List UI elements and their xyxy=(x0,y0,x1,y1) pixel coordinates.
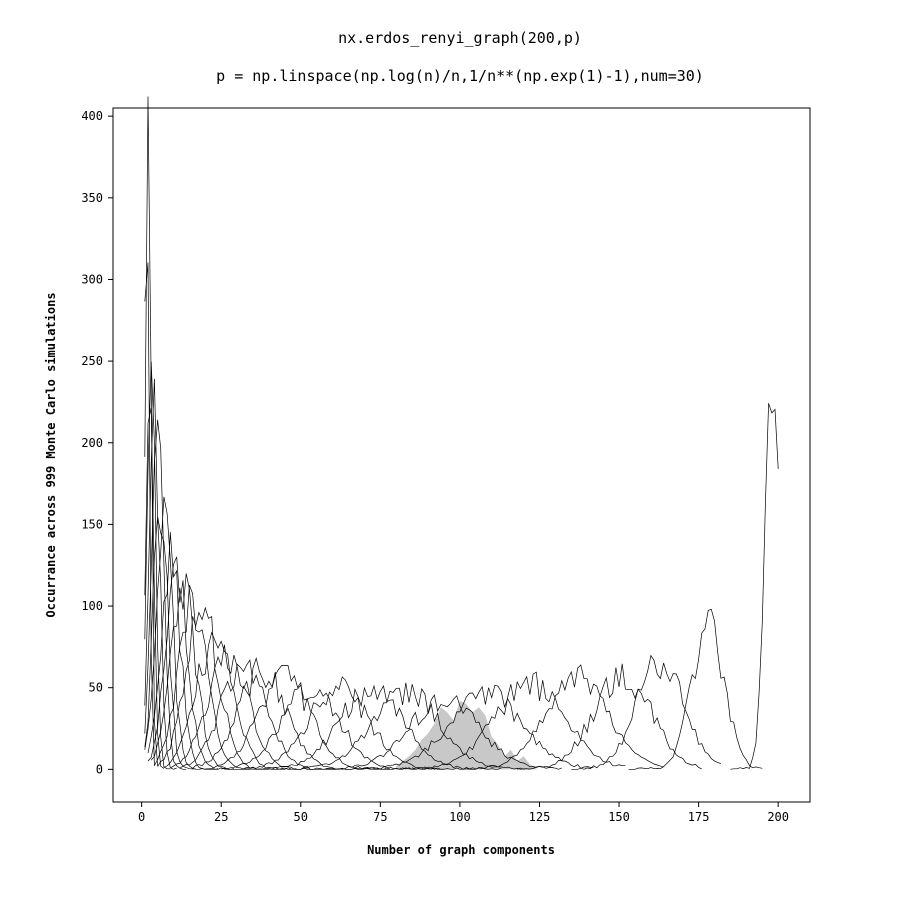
series-line-27 xyxy=(517,663,702,770)
y-tick-label: 100 xyxy=(81,599,103,613)
series-line-23 xyxy=(326,694,562,770)
y-tick-label: 150 xyxy=(81,517,103,531)
y-tick-label: 250 xyxy=(81,354,103,368)
y-tick-label: 400 xyxy=(81,109,103,123)
y-tick-label: 350 xyxy=(81,191,103,205)
x-tick-label: 25 xyxy=(214,810,228,824)
series-line-28 xyxy=(571,654,721,770)
series-line-13 xyxy=(157,606,292,770)
series-line-3 xyxy=(144,407,165,769)
series-line-9 xyxy=(147,532,219,770)
series-line-7 xyxy=(144,516,196,770)
series-line-21 xyxy=(268,684,502,770)
highlighted-distribution-area xyxy=(396,700,537,770)
x-tick-label: 50 xyxy=(294,810,308,824)
series-line-10 xyxy=(147,556,234,770)
series-line-25 xyxy=(412,671,626,770)
series-line-6 xyxy=(144,419,187,770)
series-line-22 xyxy=(294,682,530,770)
y-axis-label: Occurrance across 999 Monte Carlo simula… xyxy=(44,292,58,617)
y-tick-label: 50 xyxy=(89,681,103,695)
highlight-area xyxy=(396,700,537,770)
series-line-17 xyxy=(192,657,390,770)
x-tick-label: 75 xyxy=(373,810,387,824)
chart-subtitle: p = np.linspace(np.log(n)/n,1/n**(np.exp… xyxy=(216,67,704,85)
series-line-18 xyxy=(205,665,416,770)
chart-title: nx.erdos_renyi_graph(200,p) xyxy=(338,29,582,47)
series-line-8 xyxy=(144,496,206,770)
series-line-19 xyxy=(221,684,445,770)
series-lines xyxy=(144,96,779,770)
x-tick-label: 0 xyxy=(138,810,145,824)
series-line-14 xyxy=(163,631,314,770)
x-tick-label: 175 xyxy=(688,810,710,824)
series-line-11 xyxy=(150,573,250,770)
series-line-24 xyxy=(364,684,594,770)
x-axis-ticks: 0 25 50 75 100 125 150 175 200 xyxy=(138,802,789,824)
x-tick-label: 100 xyxy=(449,810,471,824)
plot-frame xyxy=(112,107,811,803)
y-tick-label: 200 xyxy=(81,436,103,450)
y-tick-label: 300 xyxy=(81,272,103,286)
y-tick-label: 0 xyxy=(96,762,103,776)
series-line-26 xyxy=(466,664,664,770)
x-tick-label: 150 xyxy=(608,810,630,824)
x-axis-label: Number of graph components xyxy=(367,843,555,857)
series-line-30 xyxy=(730,403,779,770)
x-tick-label: 125 xyxy=(529,810,551,824)
series-line-12 xyxy=(154,584,269,770)
series-line-4 xyxy=(144,361,171,770)
y-axis-ticks: 0 50 100 150 200 250 300 350 400 xyxy=(81,109,113,776)
series-line-5 xyxy=(144,378,177,770)
series-line-29 xyxy=(628,608,763,770)
x-tick-label: 200 xyxy=(767,810,789,824)
